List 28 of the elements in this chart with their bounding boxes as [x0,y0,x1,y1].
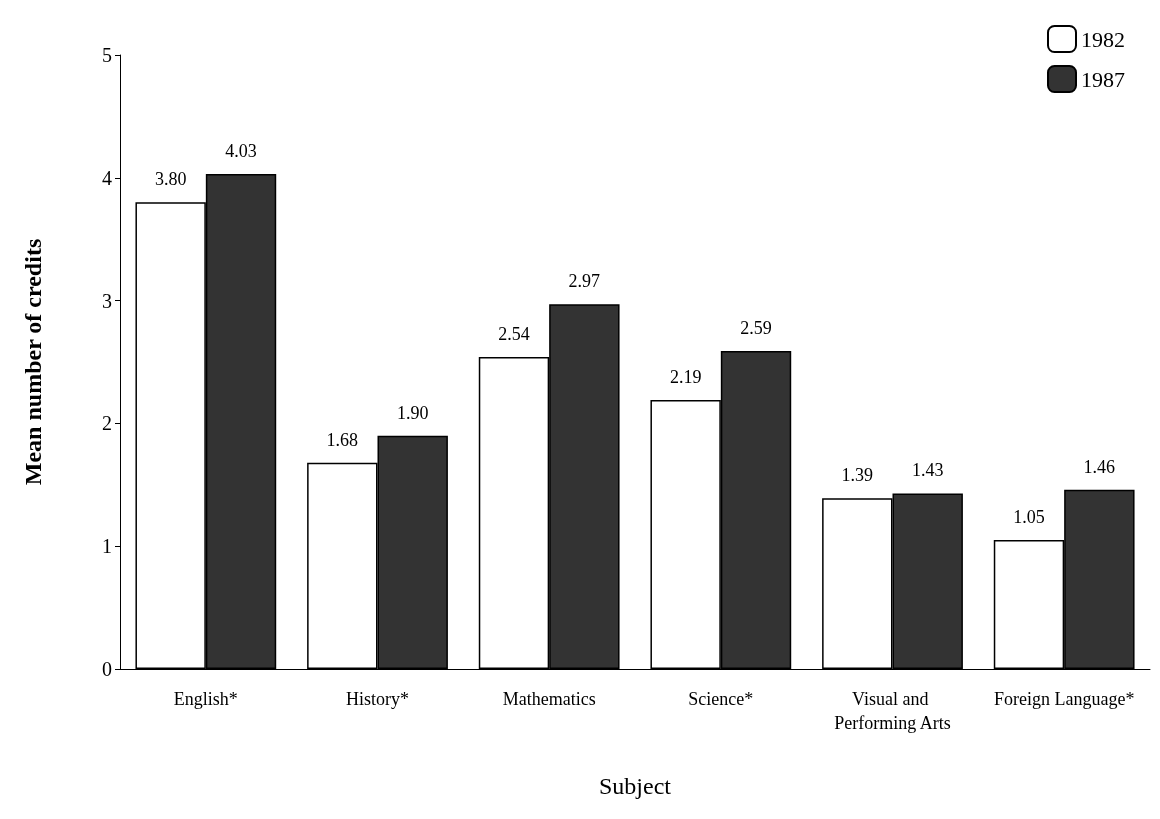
data-label: 2.97 [568,271,601,292]
data-label: 4.03 [225,141,257,162]
data-label: 1.46 [1083,456,1116,477]
x-tick-label: Mathematics [502,689,596,709]
x-tick-label: Science* [688,689,754,709]
data-label: 2.59 [740,317,772,338]
y-tick-label: 2 [102,412,112,435]
data-label: 2.54 [498,324,530,345]
data-label: 1.68 [326,429,359,450]
y-tick-label: 3 [102,289,112,312]
y-tick-label: 4 [102,166,112,189]
y-tick-label: 5 [102,44,112,66]
legend-label: 1987 [1081,66,1125,92]
y-axis-title: Mean number of credits [20,238,46,486]
data-label: 1.90 [396,402,429,423]
y-tick-label: 0 [102,658,112,680]
x-tick-label: History* [346,689,409,709]
data-label: 1.05 [1013,507,1045,528]
x-tick-label: Visual and Performing Arts [834,689,951,733]
y-tick-label: 1 [102,535,112,558]
data-label: 1.39 [841,465,874,486]
data-label: 3.80 [154,169,187,190]
x-tick-label: Foreign Language* [993,689,1135,709]
x-tick-label: English* [173,689,238,709]
legend-label: 1982 [1081,26,1125,52]
data-label: 1.43 [911,460,944,481]
x-axis-title: Subject [599,773,672,799]
data-label: 2.19 [669,367,702,388]
